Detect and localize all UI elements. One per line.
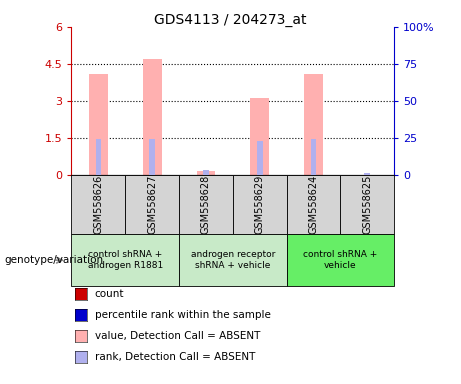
Text: control shRNA +
vehicle: control shRNA + vehicle [303, 250, 378, 270]
Text: control shRNA +
androgen R1881: control shRNA + androgen R1881 [88, 250, 163, 270]
Bar [340, 175, 394, 234]
Bar [196, 171, 215, 175]
Bar [250, 98, 269, 175]
Bar [95, 139, 101, 175]
Text: GSM558627: GSM558627 [147, 175, 157, 234]
Text: value, Detection Call = ABSENT: value, Detection Call = ABSENT [95, 331, 260, 341]
Text: GDS4113 / 204273_at: GDS4113 / 204273_at [154, 13, 307, 27]
Text: GSM558625: GSM558625 [362, 175, 372, 234]
Bar [179, 234, 287, 286]
Bar [89, 74, 108, 175]
Bar [304, 74, 323, 175]
Bar [143, 59, 161, 175]
Text: GSM558624: GSM558624 [308, 175, 319, 234]
Bar [149, 139, 155, 175]
Bar [203, 170, 209, 175]
Bar [71, 234, 179, 286]
Bar [311, 139, 316, 175]
Text: androgen receptor
shRNA + vehicle: androgen receptor shRNA + vehicle [190, 250, 275, 270]
Bar [287, 234, 394, 286]
Text: percentile rank within the sample: percentile rank within the sample [95, 310, 271, 320]
Text: GSM558626: GSM558626 [93, 175, 103, 234]
Bar [125, 175, 179, 234]
Text: GSM558629: GSM558629 [254, 175, 265, 234]
Bar [257, 141, 262, 175]
Bar [365, 173, 370, 175]
Text: rank, Detection Call = ABSENT: rank, Detection Call = ABSENT [95, 352, 255, 362]
Text: count: count [95, 289, 124, 299]
Bar [287, 175, 340, 234]
Bar [179, 175, 233, 234]
Text: genotype/variation: genotype/variation [5, 255, 104, 265]
Text: GSM558628: GSM558628 [201, 175, 211, 234]
Bar [233, 175, 287, 234]
Bar [71, 175, 125, 234]
